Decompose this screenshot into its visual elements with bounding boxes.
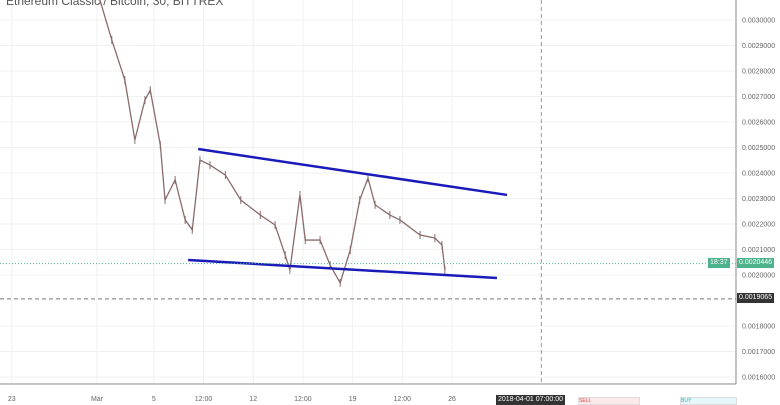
x-tick-label: 12:00 — [294, 396, 312, 403]
x-tick-label: 19 — [349, 396, 357, 403]
crosshair-time-tag: 2018-04-01 07:00:00 — [496, 395, 565, 405]
x-tick-label: 12 — [249, 396, 257, 403]
current-price-tag: 0.0020446 — [737, 258, 775, 268]
y-tick-label: 0.0022000 — [742, 222, 775, 229]
sell-button[interactable]: SELL — [578, 397, 640, 405]
x-tick-label: 23 — [8, 396, 16, 403]
price-series-line — [99, 0, 446, 285]
x-tick-label: 12:00 — [195, 396, 213, 403]
y-tick-label: 0.0025000 — [742, 145, 775, 152]
y-tick-label: 0.0026000 — [742, 120, 775, 127]
y-tick-label: 0.0028000 — [742, 69, 775, 76]
y-tick-label: 0.0027000 — [742, 94, 775, 101]
x-tick-label: 26 — [448, 396, 456, 403]
buy-button[interactable]: BUY — [680, 397, 737, 405]
crosshair-price-tag: 0.0019065 — [737, 293, 775, 303]
y-tick-label: 0.0017000 — [742, 349, 775, 356]
y-tick-label: 0.0024000 — [742, 171, 775, 178]
chart-title: Ethereum Classic / Bitcoin, 30, BITTREX — [6, 0, 224, 8]
countdown-tag: 18:37 — [708, 258, 730, 268]
x-tick-label: 5 — [152, 396, 156, 403]
y-tick-label: 0.0018000 — [742, 324, 775, 331]
y-tick-label: 0.0029000 — [742, 43, 775, 50]
y-tick-label: 0.0023000 — [742, 196, 775, 203]
x-tick-label: 12:00 — [394, 396, 412, 403]
trendline — [188, 258, 498, 280]
y-tick-label: 0.0020000 — [742, 273, 775, 280]
y-tick-label: 0.0021000 — [742, 247, 775, 254]
y-tick-label: 0.0016000 — [742, 375, 775, 382]
x-tick-label: Mar — [91, 396, 104, 403]
y-tick-label: 0.0030000 — [742, 18, 775, 25]
trendline — [197, 147, 508, 197]
